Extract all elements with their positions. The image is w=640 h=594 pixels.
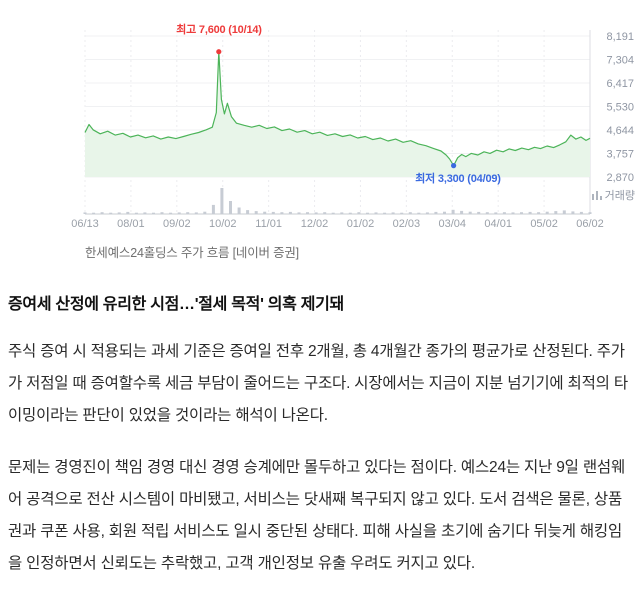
volume-bar xyxy=(323,212,327,214)
low-annotation: 최저 3,300 (04/09) xyxy=(415,173,501,185)
volume-bar xyxy=(477,211,481,214)
x-axis-label: 01/02 xyxy=(347,218,375,230)
volume-bar xyxy=(203,211,207,214)
volume-bar xyxy=(537,212,541,214)
volume-bar xyxy=(417,212,421,214)
volume-bar xyxy=(494,212,498,214)
price-area xyxy=(85,51,590,178)
y-axis-label: 7,304 xyxy=(606,55,634,67)
volume-bar xyxy=(468,211,472,214)
y-axis-label: 6,417 xyxy=(606,78,634,90)
volume-bar xyxy=(220,188,224,214)
chart-caption: 한세예스24홀딩스 주가 흐름 [네이버 증권] xyxy=(85,246,299,260)
volume-bar xyxy=(400,212,404,214)
x-axis-label: 03/04 xyxy=(439,218,467,230)
volume-bar xyxy=(100,212,104,214)
volume-bar xyxy=(263,211,267,214)
volume-bar xyxy=(194,212,198,214)
stock-chart: 06/13 08/01 09/02 10/02 11/01 12/02 01/02 02/03… xyxy=(0,0,640,232)
volume-bar xyxy=(502,212,506,214)
volume-bar xyxy=(314,212,318,214)
volume-bar xyxy=(588,212,592,214)
volume-bar xyxy=(383,212,387,214)
volume-bar xyxy=(288,211,292,214)
x-axis-label: 12/02 xyxy=(301,218,329,230)
volume-bar xyxy=(211,204,215,214)
volume-bar xyxy=(169,212,173,214)
article-headline: 증여세 산정에 유리한 시점…'절세 목적' 의혹 제기돼 xyxy=(8,296,344,313)
stock-chart-figure: 06/13 08/01 09/02 10/02 11/01 12/02 01/02 02/03… xyxy=(0,0,640,261)
volume-bar xyxy=(254,211,258,214)
low-marker xyxy=(451,163,457,169)
volume-bar xyxy=(271,211,275,214)
volume-bar xyxy=(408,212,412,214)
volume-bar xyxy=(366,212,369,214)
stock-chart-canvas: 06/13 08/01 09/02 10/02 11/01 12/02 01/02 02/03… xyxy=(71,30,634,230)
x-axis-label: 04/01 xyxy=(484,218,512,230)
volume-bar xyxy=(152,212,155,214)
volume-bar xyxy=(237,207,241,214)
x-axis-label: 09/02 xyxy=(163,218,191,230)
volume-bar xyxy=(246,210,250,214)
volume-bar xyxy=(391,212,395,214)
x-axis-label: 02/03 xyxy=(393,218,421,230)
volume-bar xyxy=(340,212,344,214)
volume-bar xyxy=(579,211,583,214)
article-paragraph-1: 주식 증여 시 적용되는 과세 기준은 증여일 전후 2개월, 총 4개월간 종… xyxy=(8,342,628,424)
volume-bar xyxy=(443,211,446,214)
volume-bar xyxy=(357,212,361,214)
volume-bar xyxy=(186,212,190,214)
volume-bar xyxy=(460,210,464,214)
volume-bar xyxy=(374,212,378,214)
volume-label: 거래량 xyxy=(604,190,635,202)
x-axis-label: 05/02 xyxy=(530,218,558,230)
volume-bar xyxy=(331,212,335,214)
y-axis-label: 4,644 xyxy=(606,125,634,137)
volume-bar xyxy=(160,212,164,214)
volume-bar xyxy=(520,212,523,214)
volume-bar xyxy=(306,212,309,214)
x-axis-label: 10/02 xyxy=(209,218,237,230)
volume-bars-icon xyxy=(591,190,602,200)
volume-bar xyxy=(280,212,284,214)
volume-bar xyxy=(528,211,532,214)
x-axis-label: 11/01 xyxy=(255,218,282,230)
volume-bar xyxy=(571,211,575,214)
volume-bar xyxy=(177,212,181,214)
volume-bar xyxy=(109,212,113,214)
volume-bar xyxy=(545,211,549,214)
y-axis-label: 3,757 xyxy=(606,149,634,161)
volume-bar xyxy=(143,212,147,214)
high-annotation: 최고 7,600 (10/14) xyxy=(176,24,262,36)
volume-bar xyxy=(92,212,96,214)
volume-bar xyxy=(229,201,232,214)
x-axis-label: 08/01 xyxy=(117,218,145,230)
y-axis-label: 8,191 xyxy=(606,31,634,43)
volume-bar xyxy=(485,212,489,214)
volume-bar xyxy=(511,212,515,214)
volume-bar xyxy=(554,211,558,214)
article-paragraph-2: 문제는 경영진이 책임 경영 대신 경영 승계에만 몰두하고 있다는 점이다. … xyxy=(8,458,626,572)
y-axis-label: 5,530 xyxy=(606,102,634,114)
volume-bar xyxy=(117,212,121,214)
volume-bar xyxy=(562,210,566,214)
volume-bar xyxy=(434,211,438,214)
high-marker xyxy=(216,49,222,55)
y-axis-label: 2,870 xyxy=(606,172,634,184)
volume-bar xyxy=(348,212,352,214)
volume-bar xyxy=(451,209,455,214)
article-page: 06/13 08/01 09/02 10/02 11/01 12/02 01/02 02/03… xyxy=(0,0,640,572)
volume-bar xyxy=(134,212,138,214)
price-line xyxy=(84,51,591,167)
x-axis-label: 06/13 xyxy=(71,218,99,230)
volume-legend: 거래량 xyxy=(591,187,635,203)
volume-bar xyxy=(425,212,429,214)
x-axis-label: 06/02 xyxy=(576,218,604,230)
volume-bar xyxy=(126,211,130,214)
volume-bar xyxy=(297,212,301,214)
volume-bar xyxy=(83,212,87,214)
